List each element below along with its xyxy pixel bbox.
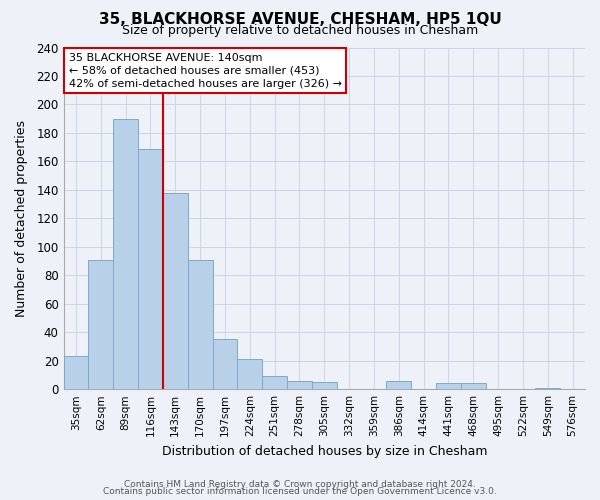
- Text: 35, BLACKHORSE AVENUE, CHESHAM, HP5 1QU: 35, BLACKHORSE AVENUE, CHESHAM, HP5 1QU: [98, 12, 502, 28]
- Bar: [262, 376, 287, 389]
- Bar: [436, 384, 461, 389]
- Bar: [138, 148, 163, 389]
- X-axis label: Distribution of detached houses by size in Chesham: Distribution of detached houses by size …: [161, 444, 487, 458]
- Bar: [238, 360, 262, 389]
- Bar: [212, 340, 238, 389]
- Bar: [163, 192, 188, 389]
- Bar: [113, 118, 138, 389]
- Bar: [535, 388, 560, 389]
- Bar: [88, 260, 113, 389]
- Bar: [188, 260, 212, 389]
- Bar: [461, 384, 485, 389]
- Bar: [312, 382, 337, 389]
- Bar: [386, 380, 411, 389]
- Text: Contains public sector information licensed under the Open Government Licence v3: Contains public sector information licen…: [103, 487, 497, 496]
- Text: Size of property relative to detached houses in Chesham: Size of property relative to detached ho…: [122, 24, 478, 37]
- Text: 35 BLACKHORSE AVENUE: 140sqm
← 58% of detached houses are smaller (453)
42% of s: 35 BLACKHORSE AVENUE: 140sqm ← 58% of de…: [69, 52, 342, 89]
- Y-axis label: Number of detached properties: Number of detached properties: [15, 120, 28, 317]
- Bar: [64, 356, 88, 389]
- Bar: [287, 380, 312, 389]
- Text: Contains HM Land Registry data © Crown copyright and database right 2024.: Contains HM Land Registry data © Crown c…: [124, 480, 476, 489]
